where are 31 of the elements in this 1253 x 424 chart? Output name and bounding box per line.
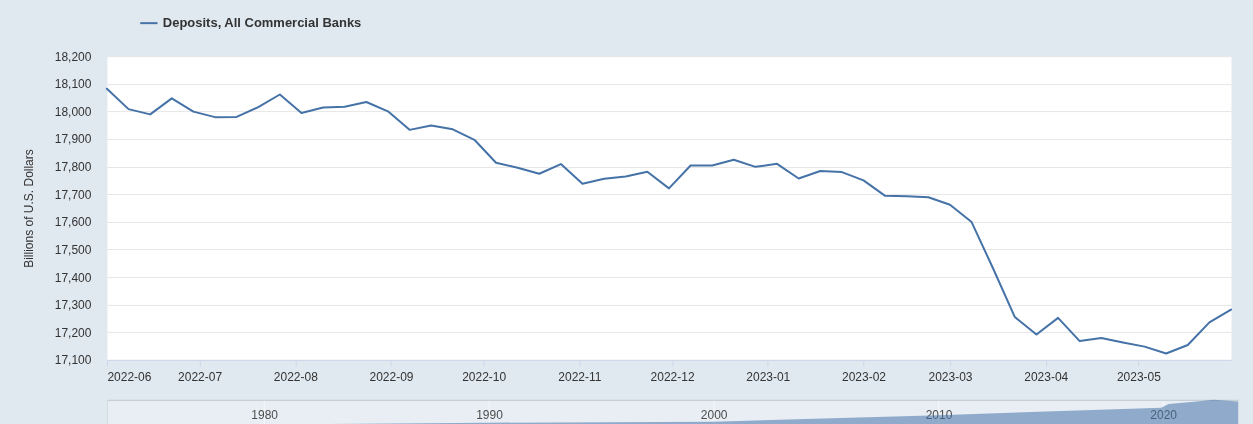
y-tick-label: 17,500	[54, 242, 92, 257]
y-tick-label: 17,900	[54, 132, 92, 147]
line-series	[105, 87, 1233, 355]
x-tick-label: 2023-01	[746, 370, 791, 385]
x-tick-label: 2020	[1150, 408, 1178, 423]
y-tick-label: 17,200	[54, 325, 92, 340]
x-tick-label: 2023-03	[928, 370, 973, 385]
x-tick-label: 2022-12	[650, 370, 695, 385]
x-tick-label: 2022-08	[273, 370, 319, 385]
x-tick-label: 2022-07	[178, 370, 223, 385]
x-tick-label: 1990	[476, 408, 504, 423]
x-tick-label: 2022-06	[107, 370, 152, 385]
y-tick-label: 17,400	[54, 270, 92, 285]
y-axis-title: Billions of U.S. Dollars	[21, 149, 36, 268]
x-tick-label: 2022-10	[462, 370, 507, 385]
y-tick-label: 17,300	[54, 298, 92, 313]
x-tick-label: 2023-02	[842, 370, 887, 385]
y-tick-label: 18,200	[54, 49, 92, 64]
y-tick-label: 17,600	[54, 215, 92, 230]
x-tick-label: 2023-05	[1116, 370, 1162, 385]
y-tick-label: 18,100	[54, 77, 92, 92]
x-tick-label: 2022-11	[558, 370, 602, 385]
y-tick-label: 17,800	[54, 160, 92, 175]
y-tick-label: 18,000	[54, 104, 92, 119]
x-tick-label: 2023-04	[1024, 370, 1069, 385]
legend-label: Deposits, All Commercial Banks	[162, 15, 362, 31]
x-tick-label: 2022-09	[369, 370, 414, 385]
x-tick-label: 1980	[251, 408, 279, 423]
x-tick-label: 2000	[700, 408, 728, 423]
y-tick-label: 17,100	[54, 353, 92, 368]
y-tick-label: 17,700	[54, 187, 92, 202]
